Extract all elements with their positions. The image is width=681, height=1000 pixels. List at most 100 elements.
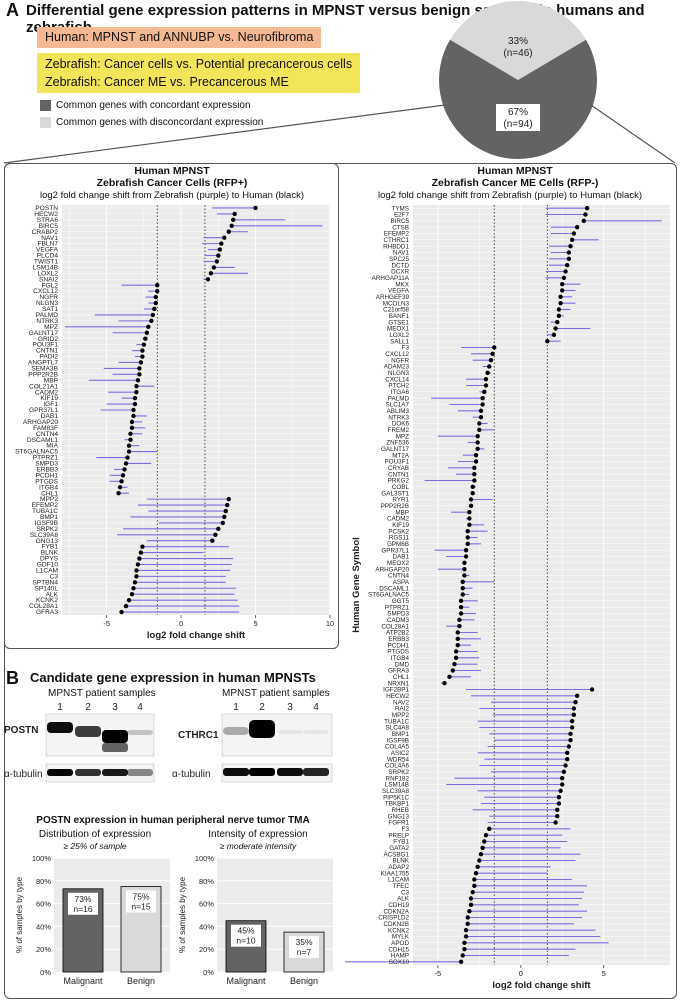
bar-y-tick-label: 20% [199,945,214,954]
human-point [135,378,141,383]
gene-label: ASIC2 [391,750,410,757]
gene-label: GNG13 [36,538,59,545]
human-point [222,235,227,240]
gene-label: COL4A6 [385,763,410,770]
gene-label: DMD [395,661,410,668]
gene-label: ITGB4 [39,484,58,491]
zebrafish-comparison-box: Zebrafish: Cancer cells vs. Potential pr… [37,53,361,93]
human-comparison-box: Human: MPNST and ANNUBP vs. Neurofibroma [37,27,322,48]
human-point [140,348,145,353]
gene-label: FAM83F [33,425,58,432]
human-point [134,384,139,389]
bar-chart-intensity: 0% 20% 40% 60% 80% 100% % of samples by type 45… [178,854,333,986]
gene-label: CNTN4 [36,431,58,438]
human-point [482,389,487,395]
human-point [473,870,479,876]
gene-label: CADM3 [387,617,410,624]
gene-label: MBP [44,377,59,384]
gene-label: GALNT17 [381,446,409,453]
blot2-band [223,727,249,735]
gene-label: RYR1 [392,497,409,504]
gene-label: HECW2 [386,693,409,700]
chart2-title1: Human MPNST [477,165,553,177]
human-point [219,241,224,246]
human-point [126,443,132,448]
gene-label: GTSE1 [388,319,409,326]
gene-label: PTPRZ1 [33,455,59,462]
human-point [581,218,586,224]
human-point [155,283,160,288]
human-point [468,497,474,502]
bar-value-label: 35% [295,937,312,947]
gene-label: NAV1 [41,235,58,242]
human-point [487,364,492,369]
human-point [132,401,138,407]
gene-label: DOK6 [392,421,410,428]
human-point [566,744,572,749]
gene-label: DPYS [40,556,59,563]
x-tick-label: 5 [253,619,257,628]
human-point [472,478,477,483]
x-tick-label: 0 [179,619,183,628]
blot1-membrane [45,713,155,757]
human-point [478,408,484,414]
blot2-protein-label: CTHRC1 [178,730,219,741]
human-point [146,324,151,330]
gene-label: PTGDS [35,478,58,485]
gene-label: SLC39A8 [382,788,409,795]
bar-label-box [126,890,156,913]
gene-label: GPR37L1 [381,547,409,554]
gene-label: E2F7 [394,212,410,219]
human-point [140,354,145,359]
gene-label: STRA6 [37,217,59,224]
blot2-band [249,720,275,738]
human-point [556,313,562,319]
human-point [475,433,480,439]
gene-label: ARHGAP11A [372,275,410,282]
human-point [232,211,237,217]
human-point [467,509,472,515]
gene-label: WDR54 [387,756,410,763]
gene-label: ADAP2 [388,864,409,871]
gene-label: TUBA1C [32,508,58,515]
human-point [560,775,565,781]
x-tick-label: 0 [519,969,523,978]
blot1-tubulin-band [47,769,73,776]
gene-label: EFEMP2 [32,502,59,509]
gene-label: POSTN [35,205,58,212]
gene-label: CDH19 [388,902,409,909]
human-point [458,959,464,965]
gene-label: GFRA3 [36,609,58,616]
gene-label: NGFR [391,357,409,364]
bar-y-tick-label: 80% [199,877,214,886]
gene-label: SMPD3 [35,461,58,468]
gene-label: ITGB4 [391,655,410,662]
gene-label: ATP2B2 [386,630,409,637]
gene-label: CXCL12 [33,288,58,295]
blot1-caption: MPNST patient samples [48,688,156,699]
x-axis-label: log2 fold change shift [492,980,591,991]
zoom-line-right [590,104,676,164]
chart1-title2: Zebrafish Cancer Cells (RFP+) [96,177,248,189]
gene-label: SEMA3B [31,365,58,372]
gene-label: CXCL12 [385,351,409,358]
gene-label: GFRA3 [388,668,409,675]
gene-label: GRID2 [38,336,58,343]
human-point [478,414,484,420]
human-point [472,877,477,882]
gene-label: HAMP [391,953,409,960]
gene-label: ANGPTL7 [28,360,58,367]
chart1-container: Human MPNST Zebrafish Cancer Cells (RFP+… [8,165,336,645]
gene-label: CHL1 [393,674,410,681]
blot2-band [303,730,329,734]
legend-disconcordant: Common genes with disconcordant expressi… [40,117,263,128]
gene-label: FGFR1 [388,820,409,827]
pie-label-dark-n: (n=94) [503,119,532,130]
gene-label: CADM2 [35,389,58,396]
gene-label: LOXL2 [37,270,58,277]
chart2-title2: Zebrafish Cancer ME Cells (RFP-) [431,177,599,189]
gene-label: SPC25 [389,256,409,263]
gene-label: POU3F1 [32,342,58,349]
human-point [574,224,580,230]
blot1-band-lower [102,743,128,752]
